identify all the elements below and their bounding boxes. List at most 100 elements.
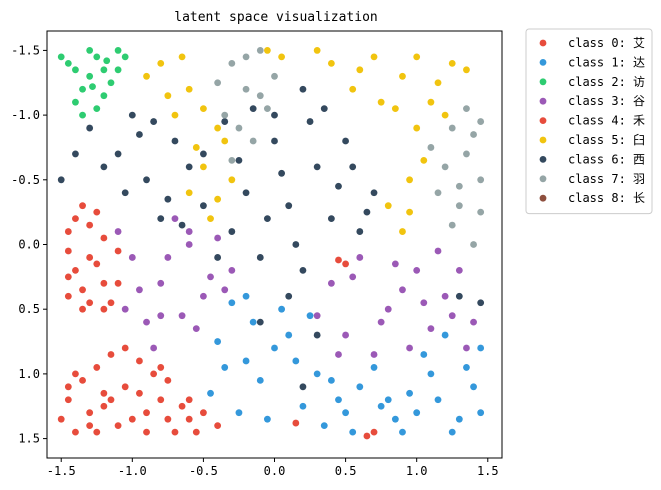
y-tick-label-0: -1.5 [11, 43, 40, 57]
points-layer [57, 47, 485, 440]
point-1-20 [470, 383, 477, 391]
x-tick-label-5: 1.0 [406, 464, 428, 478]
y-tick-label-1: -1.0 [11, 108, 40, 122]
point-1-6 [427, 370, 435, 378]
point-5-18 [420, 156, 428, 164]
point-4-2 [100, 279, 108, 287]
point-6-22 [136, 131, 143, 138]
x-tick-label-3: 0.0 [264, 464, 286, 478]
point-5-6 [185, 189, 193, 197]
point-1-21 [335, 396, 342, 404]
point-6-18 [271, 137, 278, 145]
point-2-7 [107, 79, 115, 87]
point-3-17 [370, 351, 378, 358]
point-6-5 [228, 228, 236, 235]
point-1-24 [292, 357, 300, 365]
point-7-17 [434, 189, 442, 197]
point-1-30 [391, 415, 399, 423]
point-6-33 [349, 163, 357, 171]
point-1-8 [477, 344, 485, 352]
point-2-16 [89, 83, 96, 91]
point-5-4 [214, 124, 222, 132]
point-0-17 [128, 415, 136, 423]
point-4-8 [86, 221, 94, 229]
point-5-0 [157, 59, 165, 67]
point-7-4 [249, 137, 257, 145]
point-3-20 [455, 266, 463, 274]
point-3-32 [207, 273, 214, 281]
point-3-39 [221, 286, 229, 294]
point-3-35 [335, 351, 342, 358]
point-0-11 [157, 396, 165, 404]
point-7-0 [228, 59, 236, 67]
point-6-26 [306, 118, 314, 125]
x-tick-label-4: 0.5 [335, 464, 357, 478]
x-tick-label-0: -1.5 [47, 464, 76, 478]
point-1-12 [256, 376, 264, 384]
y-tick-label-2: -0.5 [11, 173, 40, 187]
point-2-3 [114, 47, 122, 54]
point-4-20 [342, 260, 349, 268]
point-0-0 [107, 351, 115, 358]
point-3-30 [214, 234, 222, 242]
point-5-2 [171, 111, 179, 119]
legend-marker-2 [539, 78, 547, 86]
point-5-19 [384, 202, 392, 210]
point-1-19 [441, 331, 449, 339]
point-1-31 [434, 396, 442, 404]
point-6-11 [356, 228, 364, 235]
point-5-7 [207, 215, 214, 223]
series-7 [214, 47, 485, 248]
point-6-14 [157, 215, 165, 223]
point-2-0 [64, 59, 72, 67]
point-5-3 [200, 163, 207, 171]
point-3-19 [427, 325, 435, 333]
point-1-0 [228, 299, 236, 307]
point-5-24 [221, 137, 229, 145]
point-2-1 [86, 47, 94, 54]
point-2-12 [93, 53, 101, 61]
point-0-8 [72, 428, 79, 436]
point-4-0 [64, 228, 72, 235]
point-0-20 [72, 370, 79, 378]
point-6-17 [242, 189, 250, 197]
point-5-1 [185, 85, 193, 93]
point-7-5 [271, 72, 278, 80]
series-5 [143, 47, 470, 235]
point-3-12 [384, 305, 392, 313]
point-3-10 [327, 279, 335, 287]
point-5-33 [263, 47, 271, 54]
point-1-28 [221, 364, 229, 371]
point-1-10 [356, 383, 364, 391]
point-5-26 [356, 66, 364, 74]
point-7-15 [470, 131, 477, 138]
point-5-9 [349, 85, 357, 93]
series-2 [57, 47, 129, 119]
legend-label-1: class 1: 达 [568, 55, 645, 69]
point-5-28 [413, 53, 421, 61]
x-tick-label-2: -0.5 [189, 464, 218, 478]
point-7-19 [448, 221, 456, 229]
point-0-6 [100, 402, 108, 410]
legend-marker-6 [539, 156, 547, 163]
legend-label-3: class 3: 谷 [568, 94, 645, 108]
point-4-13 [93, 260, 101, 268]
point-7-6 [235, 124, 243, 132]
point-6-38 [313, 331, 321, 339]
point-4-6 [114, 247, 122, 255]
point-2-17 [103, 57, 111, 65]
point-4-4 [64, 292, 72, 300]
point-6-3 [171, 137, 179, 145]
point-1-27 [349, 428, 357, 436]
point-0-16 [150, 370, 158, 378]
point-3-14 [441, 292, 449, 300]
chart-title: latent space visualization [174, 10, 378, 25]
point-3-4 [171, 215, 179, 223]
series-4 [64, 202, 349, 313]
point-4-12 [79, 286, 86, 294]
point-0-34 [363, 432, 371, 440]
point-1-26 [448, 428, 456, 436]
point-4-3 [79, 305, 86, 313]
point-6-12 [100, 163, 108, 171]
point-0-5 [121, 383, 129, 391]
